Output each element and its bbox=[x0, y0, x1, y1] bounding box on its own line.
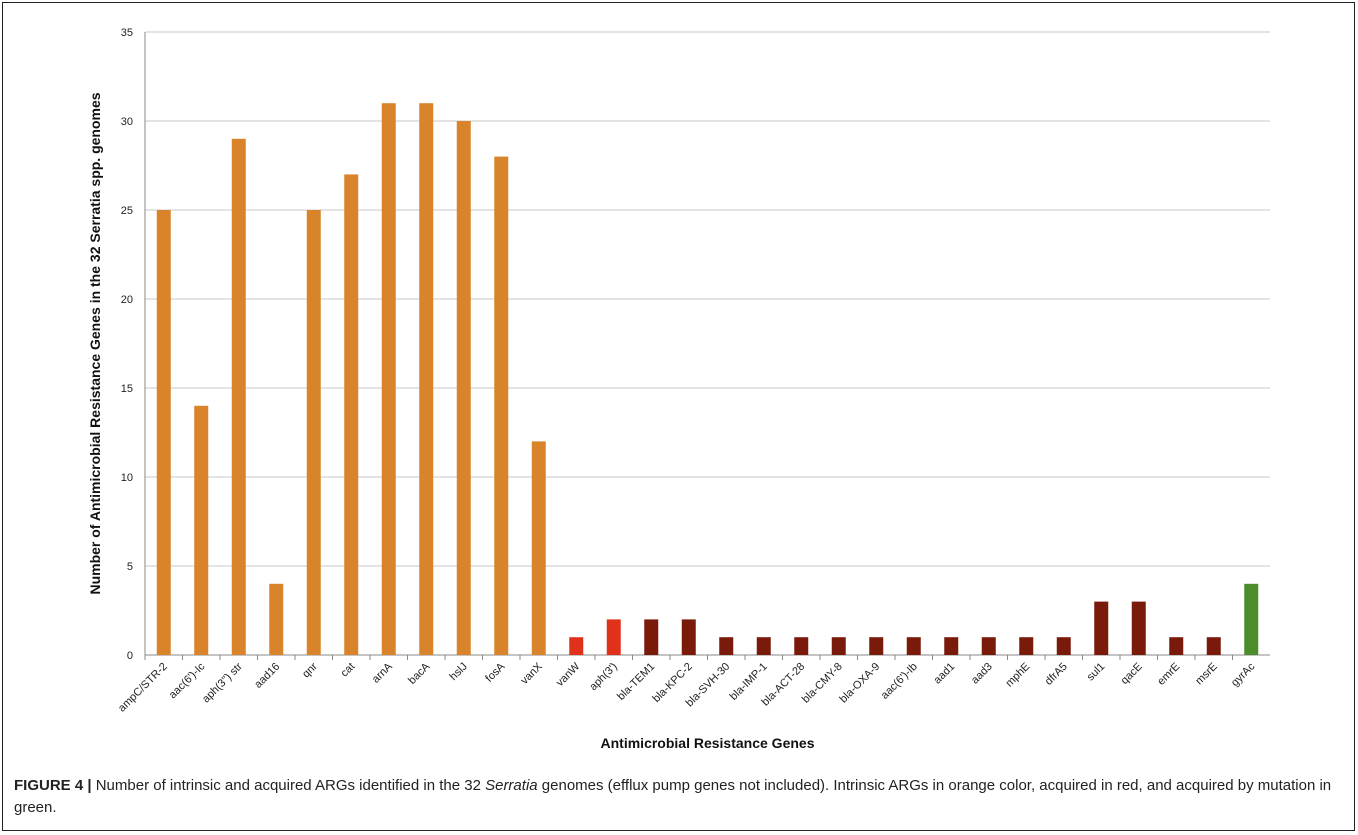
x-tick-label: emrE bbox=[1155, 661, 1182, 688]
x-tick-label: aph(3') bbox=[587, 661, 619, 693]
bar bbox=[419, 103, 434, 655]
y-tick-label: 20 bbox=[121, 294, 133, 306]
bar bbox=[344, 174, 359, 655]
x-tick-label: vanW bbox=[554, 660, 583, 689]
x-tick-label: mphE bbox=[1004, 661, 1033, 690]
bar bbox=[531, 441, 546, 655]
x-tick-label: aad1 bbox=[932, 661, 958, 687]
bar bbox=[494, 156, 509, 655]
caption-lead: FIGURE 4 | bbox=[14, 777, 92, 794]
y-tick-label: 30 bbox=[121, 116, 133, 128]
bar bbox=[794, 637, 809, 655]
bar bbox=[1019, 637, 1034, 655]
bar bbox=[756, 637, 771, 655]
y-tick-label: 5 bbox=[127, 561, 133, 573]
x-tick-label: fosA bbox=[483, 660, 508, 685]
caption-italic: Serratia bbox=[485, 777, 538, 794]
y-tick-label: 0 bbox=[127, 650, 133, 662]
x-tick-label: vanX bbox=[519, 660, 546, 687]
bar bbox=[1244, 583, 1259, 655]
y-axis-ticks: 0 5 10 15 20 25 30 35 bbox=[121, 27, 133, 662]
bar bbox=[194, 405, 209, 655]
bar bbox=[944, 637, 959, 655]
x-tick-label: dfrA5 bbox=[1043, 661, 1070, 688]
y-tick-label: 25 bbox=[121, 205, 133, 217]
x-tick-label: aac(6')-Ib bbox=[879, 661, 920, 702]
bar bbox=[1131, 601, 1146, 655]
y-tick-label: 10 bbox=[121, 472, 133, 484]
bar bbox=[156, 210, 171, 655]
x-tick-label: aph(3'') str bbox=[200, 660, 245, 705]
bar bbox=[681, 619, 696, 655]
bar bbox=[1094, 601, 1109, 655]
bar bbox=[831, 637, 846, 655]
y-tick-label: 35 bbox=[121, 27, 133, 39]
x-tick-label: ampC/STR-2 bbox=[116, 661, 170, 715]
x-tick-label: bla-OXA-9 bbox=[838, 661, 883, 706]
bar bbox=[1206, 637, 1221, 655]
bars bbox=[156, 103, 1259, 656]
bar bbox=[381, 103, 396, 655]
caption-text-2: genomes (efflux pump genes not included)… bbox=[14, 777, 1332, 816]
bar bbox=[719, 637, 734, 655]
x-axis-title: Antimicrobial Resistance Genes bbox=[601, 735, 815, 751]
bar bbox=[869, 637, 884, 655]
bar bbox=[269, 583, 284, 655]
x-tick-label: hslJ bbox=[448, 661, 470, 683]
bar bbox=[981, 637, 996, 655]
y-tick-label: 15 bbox=[121, 383, 133, 395]
x-tick-label: aad3 bbox=[969, 661, 995, 687]
x-tick-label: qacE bbox=[1119, 661, 1145, 687]
bar bbox=[306, 210, 321, 655]
bar bbox=[644, 619, 659, 655]
x-tick-label: gyrAc bbox=[1229, 660, 1258, 689]
caption-text-1: Number of intrinsic and acquired ARGs id… bbox=[91, 777, 486, 794]
x-tick-label: qnr bbox=[300, 660, 320, 680]
bar bbox=[456, 121, 471, 655]
x-tick-label: arnA bbox=[370, 660, 395, 685]
bar bbox=[569, 637, 584, 655]
x-tick-label: cat bbox=[339, 661, 358, 680]
x-tick-label: sul1 bbox=[1085, 661, 1108, 684]
x-tick-label: bacA bbox=[406, 660, 433, 687]
figure-caption: FIGURE 4 | Number of intrinsic and acqui… bbox=[14, 775, 1339, 819]
x-tick-label: aad16 bbox=[252, 661, 282, 691]
y-axis-title: Number of Antimicrobial Resistance Genes… bbox=[87, 92, 103, 594]
bar bbox=[231, 138, 246, 656]
bar bbox=[606, 619, 621, 655]
bar bbox=[1169, 637, 1184, 655]
bar bbox=[906, 637, 921, 655]
bar bbox=[1056, 637, 1071, 655]
x-tick-label: msrE bbox=[1193, 661, 1220, 688]
